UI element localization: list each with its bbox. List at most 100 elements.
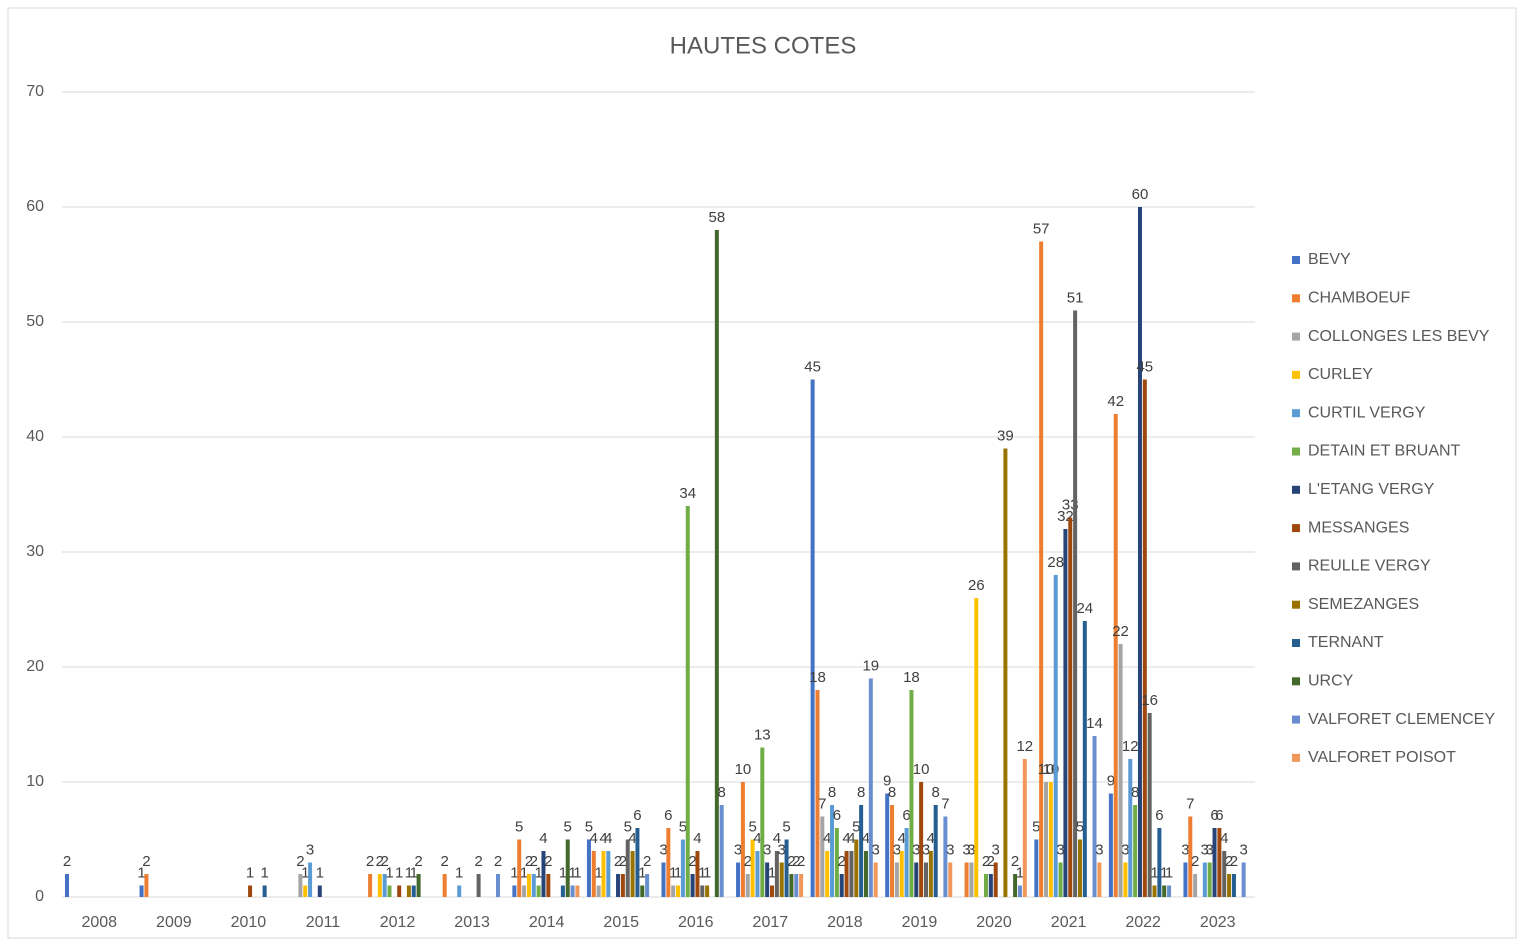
bar bbox=[964, 862, 969, 897]
legend-swatch bbox=[1292, 715, 1300, 724]
bar bbox=[784, 839, 789, 897]
bar bbox=[799, 874, 804, 897]
bar bbox=[923, 862, 928, 897]
x-tick-label: 2020 bbox=[976, 914, 1012, 931]
data-label: 2 bbox=[380, 853, 388, 870]
y-tick-label: 20 bbox=[26, 658, 44, 675]
bar bbox=[1039, 241, 1044, 897]
bar bbox=[1167, 885, 1172, 897]
data-label: 57 bbox=[1033, 220, 1050, 237]
data-label: 1 bbox=[768, 864, 776, 881]
bar bbox=[765, 862, 770, 897]
data-label: 3 bbox=[734, 841, 742, 858]
data-label: 3 bbox=[912, 841, 920, 858]
bar bbox=[1137, 207, 1142, 897]
data-label: 1 bbox=[410, 864, 418, 881]
legend-swatch bbox=[1292, 370, 1300, 379]
bar bbox=[794, 874, 799, 897]
y-tick-label: 40 bbox=[26, 428, 44, 445]
bar bbox=[885, 793, 890, 897]
bar bbox=[844, 851, 849, 897]
bar bbox=[377, 874, 382, 897]
bar bbox=[1053, 575, 1058, 897]
bar bbox=[1212, 828, 1217, 897]
bar bbox=[1063, 529, 1068, 897]
bar bbox=[1034, 839, 1039, 897]
data-label: 8 bbox=[888, 784, 896, 801]
bar bbox=[541, 851, 546, 897]
legend-swatch bbox=[1292, 256, 1300, 264]
data-label: 2 bbox=[787, 853, 795, 870]
data-label: 58 bbox=[709, 209, 726, 226]
x-tick-label: 2008 bbox=[81, 914, 117, 931]
data-label: 16 bbox=[1141, 692, 1158, 709]
data-label: 1 bbox=[568, 864, 576, 881]
data-label: 1 bbox=[260, 864, 268, 881]
data-label: 1 bbox=[395, 864, 403, 881]
bar bbox=[303, 885, 308, 897]
data-label: 5 bbox=[585, 818, 593, 835]
data-label: 2 bbox=[792, 853, 800, 870]
bar bbox=[262, 885, 267, 897]
bar bbox=[645, 874, 650, 897]
legend-swatch bbox=[1292, 600, 1300, 609]
bar bbox=[560, 885, 565, 897]
data-label: 18 bbox=[903, 669, 920, 686]
bar bbox=[948, 862, 953, 897]
bar bbox=[676, 885, 681, 897]
legend-swatch bbox=[1292, 485, 1300, 494]
legend-label: VALFORET CLEMENCEY bbox=[1308, 711, 1495, 728]
legend-label: VALFORET POISOT bbox=[1308, 749, 1456, 766]
bar bbox=[620, 874, 625, 897]
bar bbox=[1022, 759, 1027, 897]
bar bbox=[661, 862, 666, 897]
data-label: 8 bbox=[857, 784, 865, 801]
data-label: 2 bbox=[366, 853, 374, 870]
data-label: 28 bbox=[1047, 554, 1064, 571]
data-label: 3 bbox=[967, 841, 975, 858]
data-label: 8 bbox=[828, 784, 836, 801]
bar bbox=[1077, 839, 1082, 897]
data-label: 10 bbox=[1038, 761, 1055, 778]
bar bbox=[789, 874, 794, 897]
data-label: 6 bbox=[664, 807, 672, 824]
data-label: 4 bbox=[753, 830, 761, 847]
bar bbox=[859, 805, 864, 897]
bar bbox=[943, 816, 948, 897]
bar bbox=[382, 874, 387, 897]
bar bbox=[575, 885, 580, 897]
x-tick-label: 2015 bbox=[603, 914, 639, 931]
data-label: 2 bbox=[1191, 853, 1199, 870]
legend-label: REULLE VERGY bbox=[1308, 558, 1431, 575]
bar bbox=[139, 885, 144, 897]
bar bbox=[298, 874, 303, 897]
data-label: 5 bbox=[515, 818, 523, 835]
bar bbox=[993, 862, 998, 897]
data-label: 3 bbox=[1095, 841, 1103, 858]
data-label: 5 bbox=[624, 818, 632, 835]
data-label: 4 bbox=[847, 830, 855, 847]
bar bbox=[1058, 862, 1063, 897]
legend-swatch bbox=[1292, 677, 1300, 686]
bar bbox=[825, 851, 830, 897]
bar bbox=[736, 862, 741, 897]
data-label: 3 bbox=[778, 841, 786, 858]
bar bbox=[666, 828, 671, 897]
data-label: 39 bbox=[997, 427, 1014, 444]
data-label: 4 bbox=[604, 830, 612, 847]
data-label: 3 bbox=[946, 841, 954, 858]
bar bbox=[914, 862, 919, 897]
data-label: 6 bbox=[633, 807, 641, 824]
bar bbox=[1108, 793, 1113, 897]
bar bbox=[1113, 414, 1118, 897]
data-label: 2 bbox=[414, 853, 422, 870]
data-label: 24 bbox=[1076, 600, 1093, 617]
bar bbox=[894, 862, 899, 897]
data-label: 5 bbox=[1032, 818, 1040, 835]
bar bbox=[873, 862, 878, 897]
data-label: 1 bbox=[638, 864, 646, 881]
bar bbox=[596, 885, 601, 897]
data-label: 1 bbox=[137, 864, 145, 881]
bar bbox=[919, 782, 924, 897]
